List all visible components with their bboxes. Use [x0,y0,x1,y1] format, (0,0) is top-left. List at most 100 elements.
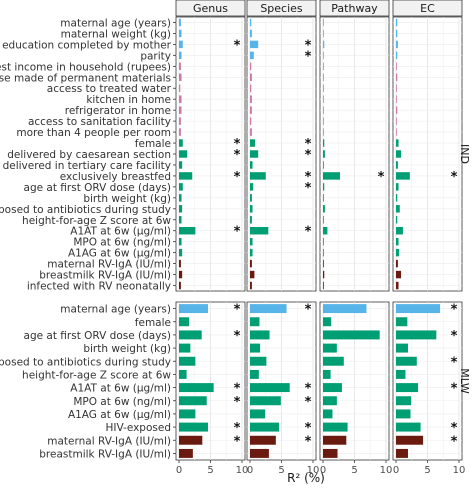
row-label: female [135,317,171,329]
bar [250,41,258,48]
bar [250,74,252,81]
bar [250,172,266,179]
bar [323,357,344,366]
bar [323,436,346,445]
bar [250,271,254,278]
bar [250,370,259,379]
significance-marker: * [305,395,312,410]
bar [179,317,189,326]
bar [179,172,192,179]
bar [179,95,182,102]
bar [179,161,182,168]
bar [179,41,183,48]
significance-marker: * [451,382,458,397]
bar [323,172,340,179]
bar [179,128,181,135]
bar [396,344,408,353]
bar [179,282,181,289]
bar [323,449,337,458]
bar [250,317,259,326]
bar [323,30,324,37]
bar [396,161,398,168]
x-tick-label: 10 [453,465,466,476]
bar [323,330,380,339]
x-tick-label: 0 [176,465,182,476]
bar [179,330,202,339]
facet-label-species: Species [260,2,303,15]
bar [250,19,251,26]
bar [250,383,290,392]
bar [396,282,399,289]
bar [179,271,182,278]
bar [396,260,398,267]
row-label: HIV-exposed [105,422,171,434]
bar [323,139,324,146]
bar [250,449,269,458]
bar [250,227,268,234]
bar [323,128,324,135]
bar [323,238,324,245]
bar [179,357,195,366]
significance-marker: * [451,170,458,185]
bar [323,52,324,59]
bar [323,216,324,223]
bar [323,423,348,432]
significance-marker: * [234,170,241,185]
bar [396,383,418,392]
bar [179,117,181,124]
bar [250,194,252,201]
bar [250,106,252,113]
bar [396,205,400,212]
bar [396,330,436,339]
significance-marker: * [234,38,241,53]
bar [396,396,411,405]
bar [323,227,327,234]
bar [323,271,324,278]
bar [323,396,337,405]
x-tick-label: 0 [393,465,399,476]
bar [250,344,260,353]
bar [323,260,324,267]
row-label: MPO at 6w (ng/ml) [73,396,171,408]
bar [179,63,181,70]
bar [250,183,253,190]
bar [323,249,324,256]
bar [250,330,270,339]
bar [179,238,182,245]
significance-marker: * [234,225,241,240]
bar [179,205,182,212]
bar [396,74,397,81]
bar [179,150,187,157]
panel-label-mlw: MLW [458,368,471,394]
bar [179,106,182,113]
bar [396,216,397,223]
bar [250,260,252,267]
bar [396,117,397,124]
bar [250,409,265,418]
bar [396,128,397,135]
bar [323,344,337,353]
significance-marker: * [234,303,241,318]
x-axis-title: R² (%) [287,471,325,485]
bar [396,172,410,179]
bar [323,74,324,81]
bar [179,194,182,201]
bar [250,396,281,405]
bar [250,423,279,432]
significance-marker: * [234,395,241,410]
bar [250,205,253,212]
bar [323,370,331,379]
bar [179,370,187,379]
x-tick-label: 5 [424,465,430,476]
bar [250,128,252,135]
bar [179,436,202,445]
row-label: birth weight (kg) [83,343,171,355]
bar [179,19,181,26]
bar [396,183,399,190]
bar [323,183,324,190]
bar [179,423,208,432]
facet-label-pathway: Pathway [331,2,378,15]
bar [250,139,255,146]
bar [396,271,401,278]
row-label: maternal age (years) [60,304,171,316]
